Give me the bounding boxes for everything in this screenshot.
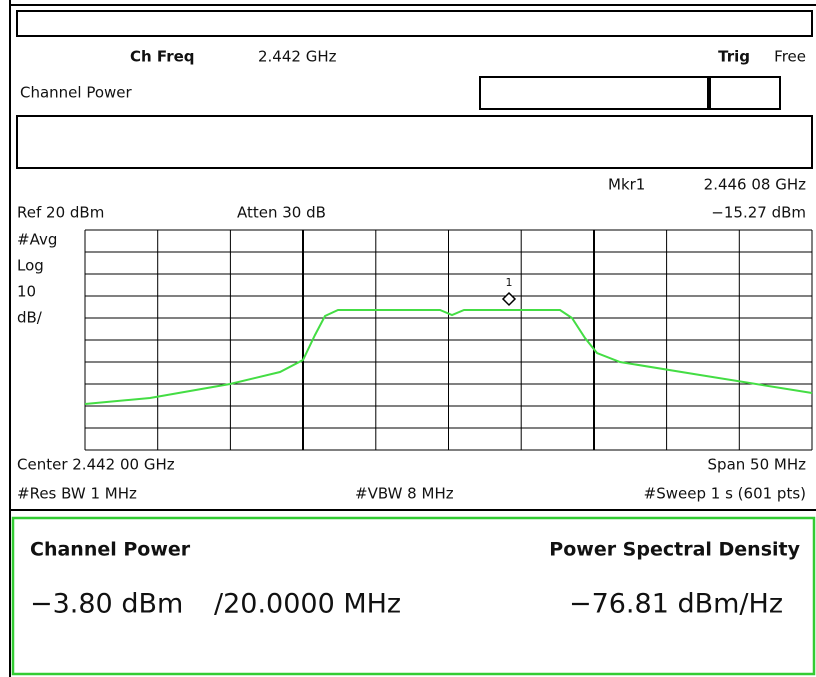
ch-freq-value: 2.442 GHz xyxy=(258,48,337,66)
status-box xyxy=(479,76,781,110)
center-frequency: Center 2.442 00 GHz xyxy=(17,456,175,474)
graticule xyxy=(84,229,813,451)
psd-value: −76.81 dBm/Hz xyxy=(569,589,783,620)
results-box xyxy=(11,516,816,676)
scale-label: dB/ xyxy=(17,309,43,327)
attenuation: Atten 30 dB xyxy=(237,204,326,222)
ch-freq-label: Ch Freq xyxy=(130,48,195,66)
scale-label: Log xyxy=(17,257,44,275)
marker-frequency: 2.446 08 GHz xyxy=(704,176,806,194)
trig-value: Free xyxy=(774,48,806,66)
marker-diamond xyxy=(501,291,517,307)
message-box xyxy=(16,115,813,169)
scale-label: #Avg xyxy=(17,231,57,249)
vbw: #VBW 8 MHz xyxy=(355,485,454,503)
psd-label: Power Spectral Density xyxy=(549,539,800,561)
bandwidth: /20.0000 MHz xyxy=(214,589,401,620)
res-bw: #Res BW 1 MHz xyxy=(17,485,137,503)
sweep: #Sweep 1 s (601 pts) xyxy=(644,485,806,503)
title-box xyxy=(16,10,813,37)
trace xyxy=(84,309,813,405)
scale-label: 10 xyxy=(17,283,36,301)
mode-label: Channel Power xyxy=(20,84,133,102)
channel-power-label: Channel Power xyxy=(30,539,191,561)
channel-power-value: −3.80 dBm xyxy=(30,589,183,620)
span: Span 50 MHz xyxy=(708,456,807,474)
trig-label: Trig xyxy=(718,48,750,66)
marker-number: 1 xyxy=(506,276,513,289)
marker-level: −15.27 dBm xyxy=(711,204,806,222)
ref-level: Ref 20 dBm xyxy=(17,204,104,222)
marker-label: Mkr1 xyxy=(608,176,645,194)
